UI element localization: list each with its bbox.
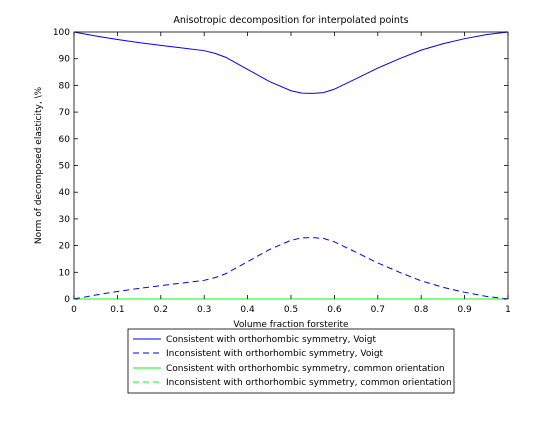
x-tick-label: 0.2 bbox=[154, 305, 168, 315]
legend-label-2: Inconsistent with orthorhombic symmetry,… bbox=[166, 349, 384, 359]
y-tick-label: 10 bbox=[59, 268, 71, 278]
x-tick-label: 0.9 bbox=[457, 305, 472, 315]
x-tick-label: 1 bbox=[505, 305, 511, 315]
legend-items: Consistent with orthorhombic symmetry, V… bbox=[133, 335, 452, 388]
y-tick-label: 70 bbox=[59, 108, 71, 118]
x-tick-label: 0.1 bbox=[110, 305, 124, 315]
x-tick-label: 0 bbox=[71, 305, 77, 315]
ticks-group: 0 0.1 0.2 0.3 0.4 0.5 0.6 0.7 0.8 0.9 101020304050… bbox=[53, 28, 511, 315]
y-tick-label: 0 bbox=[64, 295, 70, 305]
y-tick-label: 80 bbox=[59, 81, 71, 91]
y-tick-label: 60 bbox=[59, 135, 71, 145]
x-tick-label: 0.5 bbox=[284, 305, 298, 315]
x-tick-label: 0.7 bbox=[371, 305, 385, 315]
y-tick-label: 50 bbox=[59, 162, 71, 172]
legend-label-1: Consistent with orthorhombic symmetry, V… bbox=[166, 335, 377, 345]
legend: Consistent with orthorhombic symmetry, V… bbox=[127, 328, 455, 394]
x-tick-label: 0.3 bbox=[197, 305, 211, 315]
legend-label-4: Inconsistent with orthorhombic symmetry,… bbox=[166, 378, 452, 388]
series-group bbox=[73, 31, 509, 300]
series-line-1 bbox=[73, 31, 509, 94]
x-tick-label: 0.8 bbox=[414, 305, 429, 315]
plot-area bbox=[73, 31, 509, 300]
y-tick-label: 100 bbox=[53, 28, 70, 38]
y-tick-label: 30 bbox=[59, 215, 71, 225]
series-line-2 bbox=[73, 237, 509, 300]
x-tick-label: 0.6 bbox=[327, 305, 342, 315]
x-tick-label: 0.4 bbox=[240, 305, 255, 315]
legend-label-3: Consistent with orthorhombic symmetry, c… bbox=[166, 364, 445, 374]
y-axis-label: Norm of decomposed elasticity, \% bbox=[34, 86, 44, 244]
y-tick-label: 40 bbox=[59, 188, 71, 198]
y-tick-label: 20 bbox=[59, 242, 71, 252]
y-tick-label: 90 bbox=[59, 55, 71, 65]
chart-title: Anisotropic decomposition for interpolat… bbox=[173, 15, 408, 26]
x-axis-label: Volume fraction forsterite bbox=[233, 320, 349, 330]
legend-box bbox=[127, 328, 455, 394]
